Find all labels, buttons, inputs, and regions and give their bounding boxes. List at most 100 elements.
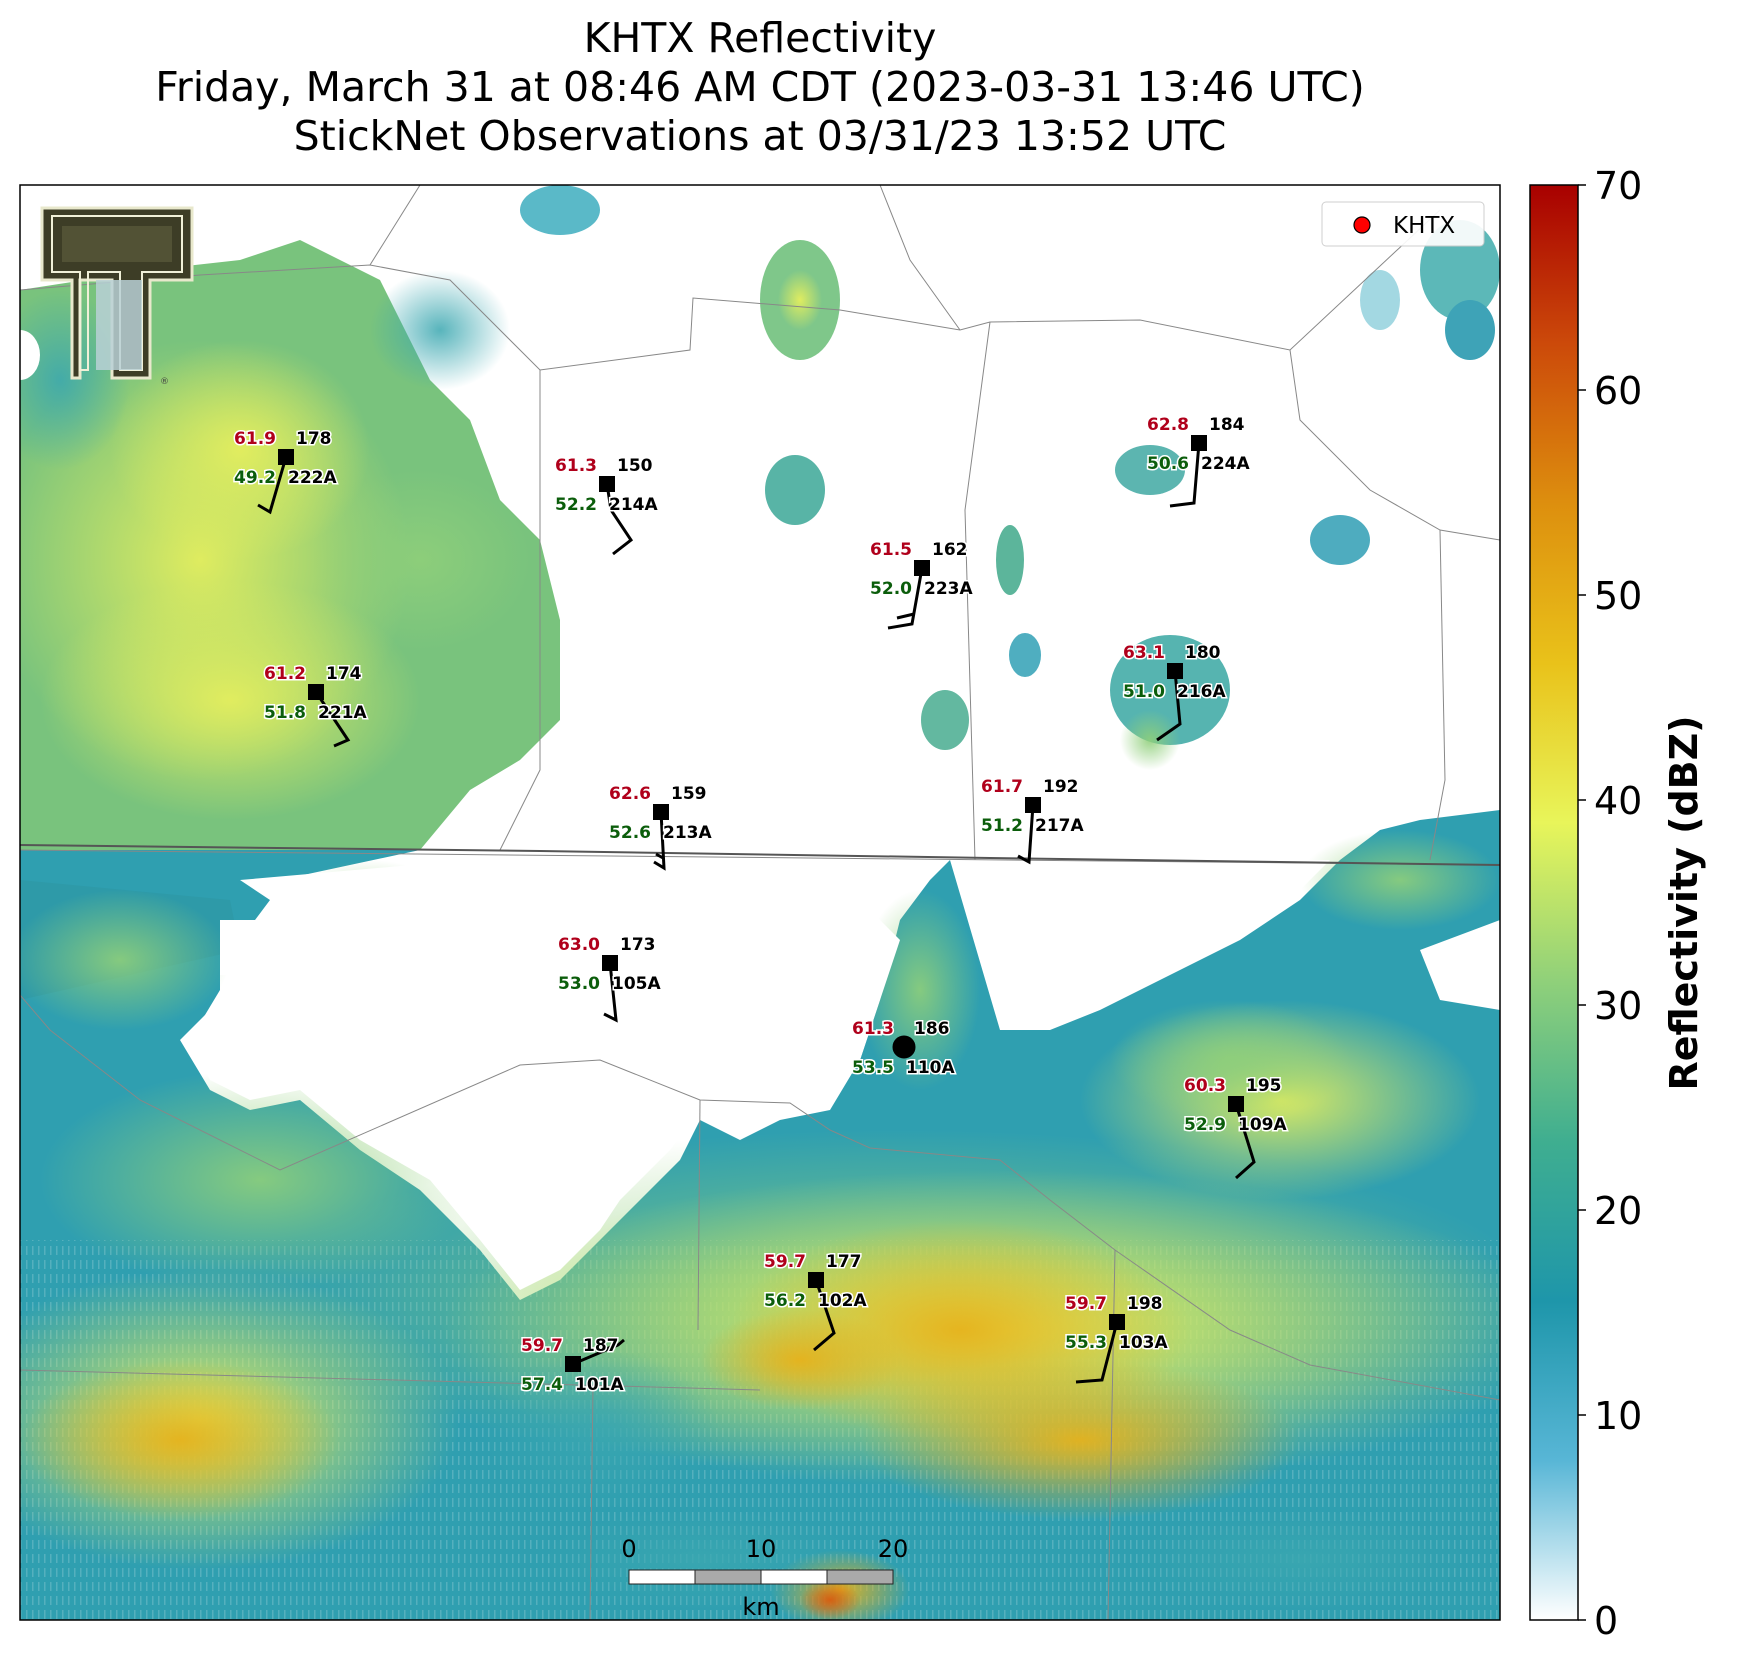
wind-barb bbox=[1169, 442, 1201, 508]
station-pressure: 187 bbox=[583, 1336, 619, 1356]
scale-tick-0: 0 bbox=[621, 1535, 636, 1563]
station-dewpoint: 52.6 bbox=[609, 823, 651, 843]
title-line-3: StickNet Observations at 03/31/23 13:52 … bbox=[293, 112, 1227, 160]
station-plot: 61.7 192 51.2 217A bbox=[980, 776, 1086, 865]
state-boundary bbox=[20, 844, 1500, 866]
wind-barb bbox=[572, 1338, 625, 1366]
station-marker bbox=[653, 804, 669, 820]
station-temperature: 63.0 bbox=[558, 935, 600, 955]
wind-barb bbox=[1234, 1103, 1256, 1180]
station-temperature: 61.5 bbox=[870, 540, 912, 560]
station-pressure: 195 bbox=[1246, 1076, 1282, 1096]
legend: KHTX bbox=[1321, 201, 1485, 247]
wind-barb bbox=[813, 1279, 836, 1352]
stations-layer: 61.9 178 49.2 222A 61.3 150 52.2 214A 61.5 162 52.… bbox=[233, 414, 1289, 1397]
station-id: 109A bbox=[1238, 1115, 1287, 1135]
station-dewpoint: 53.0 bbox=[558, 974, 600, 994]
station-dewpoint: 51.0 bbox=[1123, 682, 1165, 702]
station-marker bbox=[308, 684, 324, 700]
wind-barb bbox=[257, 456, 288, 515]
station-id: 213A bbox=[663, 823, 712, 843]
station-pressure: 159 bbox=[671, 784, 707, 804]
station-dewpoint: 52.9 bbox=[1184, 1115, 1226, 1135]
station-id: 110A bbox=[906, 1058, 955, 1078]
station-temperature: 63.1 bbox=[1123, 643, 1165, 663]
scale-unit: km bbox=[742, 1593, 779, 1621]
station-marker bbox=[1025, 797, 1041, 813]
station-dewpoint: 53.5 bbox=[852, 1058, 894, 1078]
station-plot: 59.7 187 57.4 101A bbox=[520, 1335, 626, 1397]
texas-tech-logo-icon: ® bbox=[40, 206, 194, 387]
station-id: 101A bbox=[575, 1375, 624, 1395]
station-dewpoint: 49.2 bbox=[234, 468, 276, 488]
scale-tick-10: 10 bbox=[746, 1535, 777, 1563]
legend-marker-icon bbox=[1353, 216, 1371, 234]
station-marker bbox=[599, 476, 615, 492]
station-temperature: 59.7 bbox=[521, 1336, 563, 1356]
station-plot: 63.0 173 53.0 105A bbox=[557, 934, 663, 1023]
station-pressure: 162 bbox=[932, 540, 968, 560]
station-plot: 61.5 162 52.0 223A bbox=[869, 539, 975, 630]
station-marker bbox=[278, 449, 294, 465]
station-marker bbox=[1167, 663, 1183, 679]
station-dewpoint: 51.8 bbox=[264, 703, 306, 723]
station-pressure: 186 bbox=[914, 1019, 950, 1039]
station-temperature: 62.8 bbox=[1147, 415, 1189, 435]
title-line-2: Friday, March 31 at 08:46 AM CDT (2023-0… bbox=[155, 63, 1365, 111]
station-marker bbox=[808, 1272, 824, 1288]
station-pressure: 177 bbox=[826, 1252, 862, 1272]
radar-site-marker bbox=[892, 1035, 916, 1059]
station-dewpoint: 50.6 bbox=[1147, 454, 1189, 474]
wind-barb-feather bbox=[896, 612, 915, 620]
wind-barb bbox=[887, 567, 924, 630]
station-dewpoint: 52.0 bbox=[870, 579, 912, 599]
station-id: 103A bbox=[1119, 1333, 1168, 1353]
station-dewpoint: 55.3 bbox=[1065, 1333, 1107, 1353]
station-plot: 63.1 180 51.0 216A bbox=[1122, 642, 1228, 742]
station-dewpoint: 51.2 bbox=[981, 816, 1023, 836]
scale-bar: 0 10 20 km bbox=[621, 1535, 908, 1621]
wind-barb bbox=[1075, 1321, 1119, 1384]
station-pressure: 178 bbox=[296, 429, 332, 449]
reflectivity-field bbox=[20, 185, 1500, 1620]
station-temperature: 61.7 bbox=[981, 777, 1023, 797]
station-id: 105A bbox=[612, 974, 661, 994]
station-dewpoint: 52.2 bbox=[555, 495, 597, 515]
wind-barb bbox=[314, 691, 351, 748]
station-dewpoint: 56.2 bbox=[764, 1291, 806, 1311]
station-id: 217A bbox=[1035, 816, 1084, 836]
station-plot: 62.8 184 50.6 224A bbox=[1146, 414, 1252, 508]
station-plot: 61.2 174 51.8 221A bbox=[263, 663, 369, 748]
station-plot: 62.6 159 52.6 213A bbox=[608, 783, 714, 871]
station-marker bbox=[1109, 1314, 1125, 1330]
station-temperature: 61.9 bbox=[234, 429, 276, 449]
wind-barb bbox=[605, 483, 634, 556]
wind-barb bbox=[653, 811, 666, 871]
station-plot: 59.7 198 55.3 103A bbox=[1064, 1293, 1170, 1384]
wind-barb bbox=[1156, 670, 1182, 742]
station-temperature: 62.6 bbox=[609, 784, 651, 804]
legend-label: KHTX bbox=[1393, 213, 1455, 239]
station-plot: 59.7 177 56.2 102A bbox=[763, 1251, 869, 1352]
wind-barb bbox=[1017, 804, 1035, 865]
scale-tick-20: 20 bbox=[878, 1535, 909, 1563]
county-boundaries bbox=[20, 185, 1500, 1620]
station-marker bbox=[602, 955, 618, 971]
wind-barb-feather bbox=[604, 1343, 615, 1352]
station-marker bbox=[1191, 435, 1207, 451]
station-marker bbox=[565, 1356, 581, 1372]
station-id: 221A bbox=[318, 703, 367, 723]
svg-text:®: ® bbox=[160, 377, 169, 387]
title-line-1: KHTX Reflectivity bbox=[583, 14, 937, 62]
station-pressure: 173 bbox=[620, 935, 656, 955]
station-pressure: 198 bbox=[1127, 1294, 1163, 1314]
station-plot: 61.9 178 49.2 222A bbox=[233, 428, 339, 515]
station-plot: 60.3 195 52.9 109A bbox=[1183, 1075, 1289, 1180]
station-temperature: 61.2 bbox=[264, 664, 306, 684]
station-marker bbox=[914, 560, 930, 576]
station-pressure: 174 bbox=[326, 664, 362, 684]
map-frame bbox=[19, 184, 1501, 1621]
station-temperature: 61.3 bbox=[852, 1019, 894, 1039]
wind-barb-feather bbox=[655, 852, 664, 860]
station-plot: 61.3 186 53.5 110A bbox=[851, 1018, 957, 1080]
